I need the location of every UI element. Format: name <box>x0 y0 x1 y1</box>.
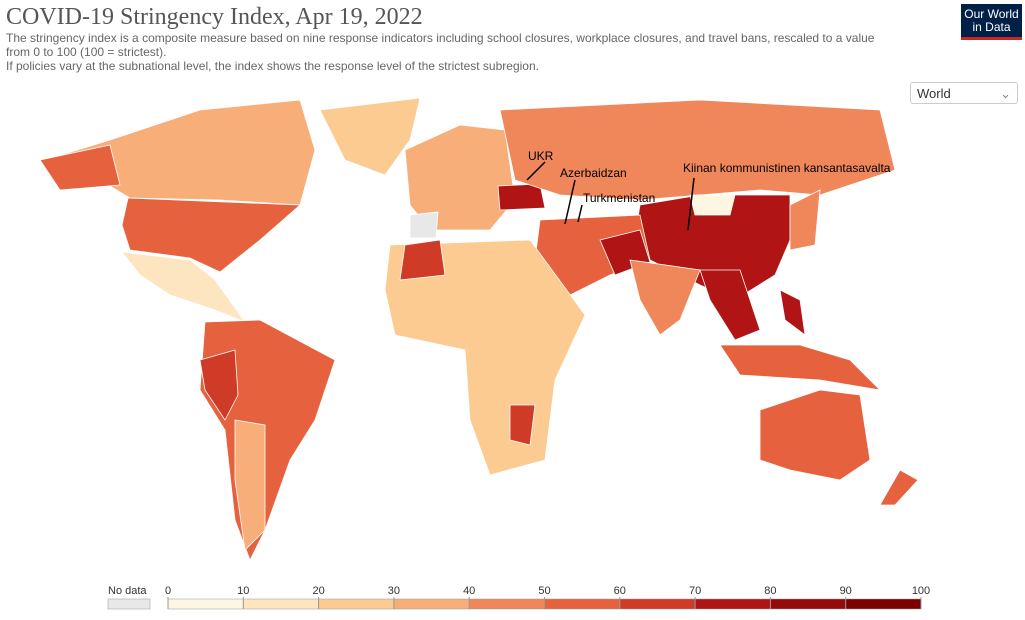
logo-text: in Data <box>972 20 1011 34</box>
country[interactable] <box>404 124 516 231</box>
subtitle-line: from 0 to 100 (100 = strictest). <box>6 45 167 59</box>
legend-bin <box>393 598 470 610</box>
legend-tick-label: 60 <box>614 585 626 597</box>
country[interactable] <box>629 259 701 336</box>
legend-tick-label: 80 <box>764 585 776 597</box>
no-data-label: No data <box>108 585 147 597</box>
legend-tick-label: 10 <box>237 585 249 597</box>
legend-bin <box>694 598 771 610</box>
legend-bin <box>468 598 545 610</box>
country[interactable] <box>759 389 871 481</box>
annotation: Kiinan kommunistinen kansantasavalta <box>683 161 891 175</box>
country[interactable] <box>789 189 821 251</box>
legend-bin <box>619 598 696 610</box>
logo-text: Our World <box>964 7 1019 21</box>
annotation: UKR <box>528 149 554 163</box>
country[interactable] <box>39 144 121 191</box>
annotation-line <box>564 179 576 225</box>
country[interactable] <box>384 239 586 476</box>
country[interactable] <box>121 251 247 323</box>
country[interactable] <box>234 419 266 551</box>
annotation-line <box>577 204 583 223</box>
legend-tick-label: 30 <box>388 585 400 597</box>
legend-bin <box>243 598 319 610</box>
subtitle-line: The stringency index is a composite meas… <box>6 31 875 45</box>
region-value: World <box>917 86 951 101</box>
logo[interactable]: Our World in Data <box>961 4 1022 40</box>
region-select[interactable]: World ⌄ <box>910 82 1018 104</box>
country[interactable] <box>399 239 446 281</box>
no-data-swatch <box>107 598 151 610</box>
legend-tick-label: 100 <box>912 585 930 597</box>
legend-tick-label: 20 <box>312 585 324 597</box>
country[interactable] <box>779 289 806 336</box>
annotation-line <box>687 177 695 231</box>
annotations <box>526 161 695 231</box>
legend-bin <box>845 598 922 610</box>
subtitle-line: If policies vary at the subnational leve… <box>6 59 539 73</box>
country[interactable] <box>879 469 919 506</box>
title: COVID-19 Stringency Index, Apr 19, 2022 <box>6 4 423 30</box>
legend: No data 0 10 20 30 40 50 60 70 80 90 100 <box>107 585 930 610</box>
country[interactable] <box>699 269 761 341</box>
country[interactable] <box>509 404 536 446</box>
country[interactable] <box>319 97 421 176</box>
annotation-line <box>526 161 546 181</box>
legend-bin <box>167 598 244 610</box>
legend-bin <box>770 598 846 610</box>
country[interactable] <box>719 344 882 391</box>
legend-tick-label: 40 <box>463 585 475 597</box>
country[interactable] <box>199 349 239 421</box>
legend-bin <box>544 598 621 610</box>
legend-tick-label: 0 <box>165 585 171 597</box>
countries <box>39 97 919 561</box>
subtitle: The stringency index is a composite meas… <box>6 31 906 73</box>
legend-bin <box>318 598 395 610</box>
annotation: Turkmenistan <box>583 191 655 205</box>
country[interactable] <box>497 183 546 211</box>
annotation: Azerbaidzan <box>560 166 627 180</box>
legend-tick-label: 50 <box>538 585 550 597</box>
legend-tick-label: 90 <box>840 585 852 597</box>
country[interactable] <box>499 99 896 201</box>
country[interactable] <box>121 197 302 273</box>
country[interactable] <box>689 194 736 216</box>
country[interactable] <box>409 211 439 239</box>
legend-tick-label: 70 <box>689 585 701 597</box>
chevron: ⌄ <box>1000 86 1011 101</box>
